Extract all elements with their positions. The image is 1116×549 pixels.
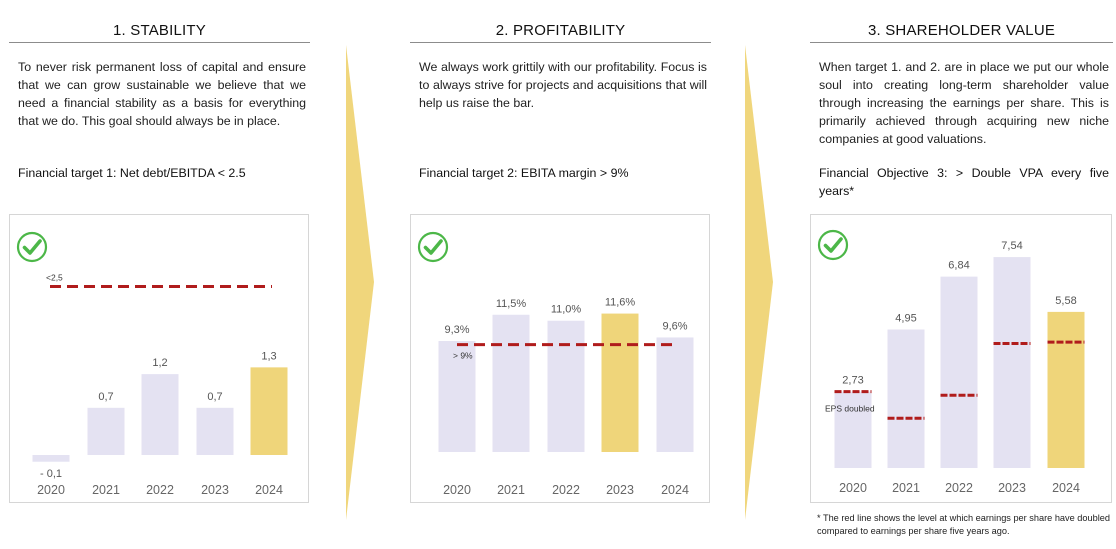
x-tick-label: 2020 <box>37 483 65 497</box>
bar <box>940 276 978 468</box>
chart-ebita-margin: 9,3% 2020 11,5% 2021 11,0% 2022 11,6% 2023 9,6% 2… <box>410 214 710 503</box>
check-circle-icon <box>417 231 449 263</box>
bar <box>834 391 872 468</box>
bar <box>656 337 694 452</box>
data-label: - 0,1 <box>40 468 62 480</box>
x-tick-label: 2021 <box>892 481 920 495</box>
x-tick-label: 2024 <box>1052 481 1080 495</box>
bar <box>438 341 476 452</box>
chart-svg: 2,73 2020 4,95 2021 6,84 2022 7,54 2023 5,58 2024… <box>817 229 1085 495</box>
plot-area: 2,73 2020 4,95 2021 6,84 2022 7,54 2023 5,58 2024… <box>825 240 1085 495</box>
x-tick-label: 2022 <box>146 483 174 497</box>
panel-profitability: 2. PROFITABILITY We always work grittily… <box>410 0 711 549</box>
x-tick-label: 2024 <box>661 483 689 497</box>
x-tick-label: 2020 <box>839 481 867 495</box>
data-label: 6,84 <box>948 260 969 272</box>
data-label: 9,6% <box>662 320 687 332</box>
bar <box>250 367 288 455</box>
data-label: 1,2 <box>152 357 167 369</box>
panel-title: 3. SHAREHOLDER VALUE <box>867 22 1056 39</box>
target-label: <2,5 <box>46 272 63 282</box>
bar <box>1047 311 1085 468</box>
target-label: > 9% <box>453 351 473 361</box>
data-label: 5,58 <box>1055 295 1076 307</box>
chart-svg: 9,3% 2020 11,5% 2021 11,0% 2022 11,6% 2023 9,6% 2… <box>417 231 694 497</box>
chart-net-debt-ebitda: - 0,1 2020 0,7 2021 1,2 2022 0,7 2023 1,3 2024 <2,… <box>9 214 309 503</box>
chevron-arrow-icon <box>346 45 374 520</box>
check-circle-icon <box>16 231 48 263</box>
x-tick-label: 2023 <box>606 483 634 497</box>
data-label: 9,3% <box>444 324 469 336</box>
financial-target: Financial Objective 3: > Double VPA ever… <box>819 166 1109 198</box>
data-label: 0,7 <box>207 391 222 403</box>
check-circle-icon <box>817 229 849 261</box>
bar <box>196 407 234 455</box>
data-label: 11,6% <box>605 297 636 309</box>
data-label: 0,7 <box>98 391 113 403</box>
x-tick-label: 2021 <box>497 483 525 497</box>
chart-svg: - 0,1 2020 0,7 2021 1,2 2022 0,7 2023 1,3 2024 <2,… <box>16 231 288 497</box>
financial-target: Financial target 1: Net debt/EBITDA < 2.… <box>18 166 246 180</box>
plot-area: - 0,1 2020 0,7 2021 1,2 2022 0,7 2023 1,3 2024 <2,… <box>32 272 288 497</box>
panel-title: 2. PROFITABILITY <box>495 22 626 39</box>
x-tick-label: 2023 <box>998 481 1026 495</box>
bar <box>492 314 530 452</box>
title-divider <box>410 42 711 43</box>
chevron-arrow-icon <box>745 45 773 520</box>
data-label: 11,5% <box>496 298 527 310</box>
bar <box>993 257 1031 468</box>
panel-title: 1. STABILITY <box>113 22 206 39</box>
x-tick-label: 2024 <box>255 483 283 497</box>
plot-area: 9,3% 2020 11,5% 2021 11,0% 2022 11,6% 2023 9,6% 2… <box>438 297 694 497</box>
x-tick-label: 2022 <box>552 483 580 497</box>
chart-eps: 2,73 2020 4,95 2021 6,84 2022 7,54 2023 5,58 2024… <box>810 214 1112 503</box>
data-label: 2,73 <box>842 375 863 387</box>
footnote: * The red line shows the level at which … <box>817 513 1110 536</box>
panel-stability: 1. STABILITY To never risk permanent los… <box>9 0 310 549</box>
data-label: 1,3 <box>261 350 276 362</box>
data-label: 4,95 <box>895 313 916 325</box>
title-divider <box>810 42 1113 43</box>
bar <box>87 407 125 455</box>
bar <box>887 329 925 468</box>
bar <box>141 374 179 455</box>
bar <box>32 455 70 462</box>
bar <box>601 313 639 452</box>
annotation-label: EPS doubled <box>825 404 875 414</box>
data-label: 11,0% <box>551 304 582 316</box>
bar <box>547 320 585 452</box>
financial-target: Financial target 2: EBITA margin > 9% <box>419 166 629 180</box>
panel-description: We always work grittily with our profita… <box>419 60 707 110</box>
panel-description: To never risk permanent loss of capital … <box>18 60 306 128</box>
title-divider <box>9 42 310 43</box>
panel-description: When target 1. and 2. are in place we pu… <box>819 60 1109 146</box>
x-tick-label: 2023 <box>201 483 229 497</box>
x-tick-label: 2022 <box>945 481 973 495</box>
x-tick-label: 2020 <box>443 483 471 497</box>
data-label: 7,54 <box>1001 240 1022 252</box>
panel-shareholder-value: 3. SHAREHOLDER VALUE When target 1. and … <box>810 0 1113 549</box>
x-tick-label: 2021 <box>92 483 120 497</box>
